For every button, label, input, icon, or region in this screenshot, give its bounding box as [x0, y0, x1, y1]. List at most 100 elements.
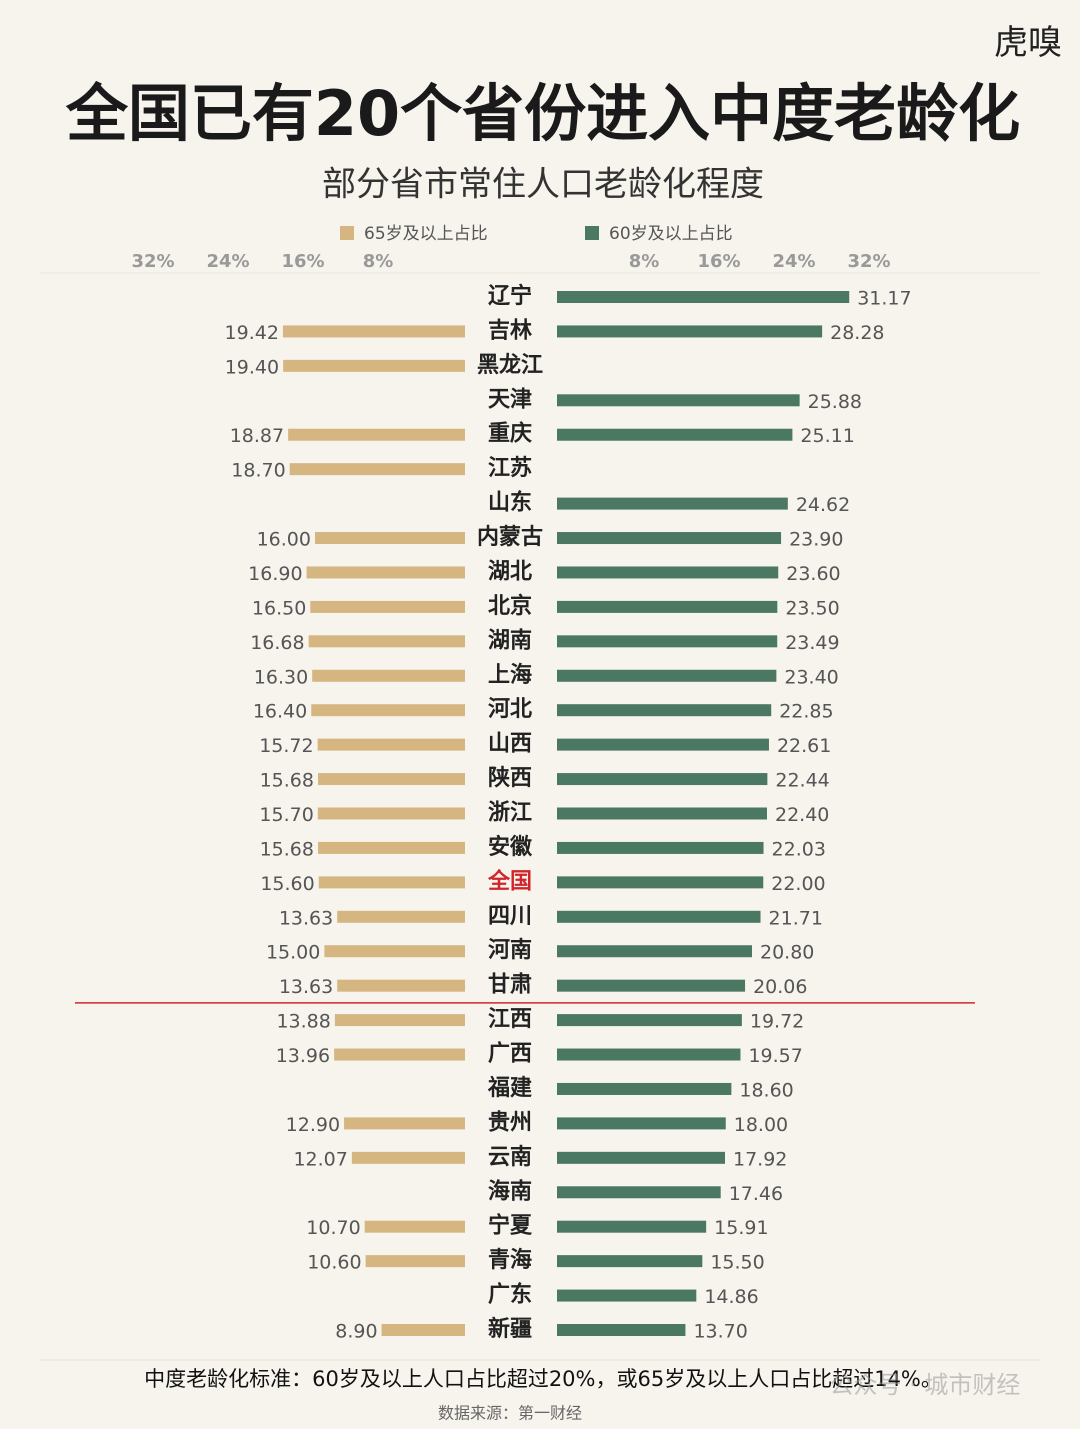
bar: [289, 463, 465, 476]
bar: [557, 532, 782, 545]
legend-label: 60岁及以上占比: [609, 224, 733, 244]
brand-logo: 虎嗅: [994, 23, 1062, 63]
bar: [351, 1151, 465, 1164]
bar: [557, 669, 777, 682]
bar: [318, 841, 465, 854]
value-label: 13.70: [693, 1321, 747, 1343]
bar: [557, 566, 779, 579]
category-label: 新疆: [488, 1316, 532, 1342]
bar: [557, 704, 772, 717]
value-label: 13.88: [276, 1011, 330, 1033]
bar: [315, 532, 465, 545]
category-label: 青海: [488, 1247, 532, 1273]
category-label: 全国: [487, 868, 532, 894]
x-tick-label: 32%: [131, 251, 174, 272]
x-tick-label: 16%: [281, 251, 324, 272]
bar: [557, 1082, 732, 1095]
value-label: 19.72: [750, 1011, 804, 1033]
bar: [318, 773, 465, 786]
category-label: 河南: [488, 938, 532, 963]
category-label: 四川: [488, 904, 532, 929]
value-label: 23.40: [784, 666, 838, 688]
bar: [288, 428, 465, 441]
category-label: 广东: [488, 1282, 532, 1308]
category-label: 湖北: [488, 559, 532, 584]
category-label: 陕西: [488, 766, 532, 791]
bar: [557, 738, 769, 751]
x-tick-label: 16%: [697, 251, 740, 272]
category-label: 甘肃: [488, 972, 532, 998]
value-label: 22.85: [779, 701, 833, 723]
category-label: 河北: [488, 697, 532, 722]
category-label: 辽宁: [488, 283, 532, 309]
category-label: 山东: [488, 490, 532, 516]
bar: [317, 738, 465, 751]
value-label: 22.44: [775, 770, 829, 792]
footnote: 中度老龄化标准：60岁及以上人口占比超过20%，或65岁及以上人口占比超过14%…: [144, 1367, 942, 1391]
value-label: 15.68: [260, 838, 314, 860]
chart-title: 全国已有20个省份进入中度老龄化: [65, 77, 1020, 150]
value-label: 17.92: [733, 1148, 787, 1170]
value-label: 12.90: [286, 1114, 340, 1136]
bar: [311, 704, 465, 717]
value-label: 22.61: [777, 735, 831, 757]
category-label: 贵州: [488, 1110, 532, 1135]
bar: [557, 773, 768, 786]
category-label: 安徽: [488, 834, 533, 860]
x-tick-label: 8%: [363, 251, 394, 272]
value-label: 22.03: [772, 838, 826, 860]
bar: [557, 497, 788, 510]
bar: [308, 635, 465, 648]
bar: [557, 325, 823, 338]
category-label: 重庆: [488, 421, 532, 447]
bar: [317, 807, 465, 820]
category-label: 北京: [488, 593, 532, 619]
bar: [557, 635, 778, 648]
category-label: 海南: [488, 1178, 532, 1204]
value-label: 16.40: [253, 701, 307, 723]
category-label: 上海: [488, 662, 532, 688]
bar: [557, 1048, 741, 1061]
x-tick-label: 8%: [629, 251, 660, 272]
bar: [557, 979, 746, 992]
bar: [557, 841, 764, 854]
value-label: 19.57: [748, 1045, 802, 1067]
category-label: 山西: [488, 732, 532, 757]
bar: [381, 1324, 465, 1336]
value-label: 19.42: [225, 322, 279, 344]
value-label: 23.90: [789, 529, 843, 551]
bar: [364, 1220, 465, 1233]
value-label: 25.11: [800, 425, 854, 447]
value-label: 21.71: [769, 907, 823, 929]
category-label: 浙江: [488, 801, 532, 826]
value-label: 17.46: [729, 1183, 783, 1205]
bar: [557, 1186, 721, 1199]
bar: [365, 1255, 465, 1268]
category-label: 江西: [488, 1007, 532, 1032]
value-label: 23.50: [785, 597, 839, 619]
bar: [557, 291, 850, 303]
bar: [344, 1117, 465, 1130]
value-label: 15.00: [266, 942, 320, 964]
bar: [557, 1151, 725, 1164]
bar: [324, 945, 465, 958]
value-label: 22.00: [771, 873, 825, 895]
bar: [318, 876, 465, 889]
value-label: 20.80: [760, 942, 814, 964]
category-label: 吉林: [488, 317, 532, 343]
bar: [337, 979, 465, 992]
value-label: 8.90: [335, 1321, 377, 1343]
value-label: 28.28: [830, 322, 884, 344]
bar: [337, 910, 465, 923]
x-tick-label: 24%: [206, 251, 249, 272]
bar: [557, 1220, 707, 1233]
value-label: 23.49: [785, 632, 839, 654]
value-label: 13.96: [276, 1045, 330, 1067]
bar: [334, 1048, 465, 1061]
value-label: 13.63: [279, 976, 333, 998]
category-label: 宁夏: [488, 1213, 533, 1239]
watermark: 公众号 · 城市财经: [830, 1371, 1021, 1399]
